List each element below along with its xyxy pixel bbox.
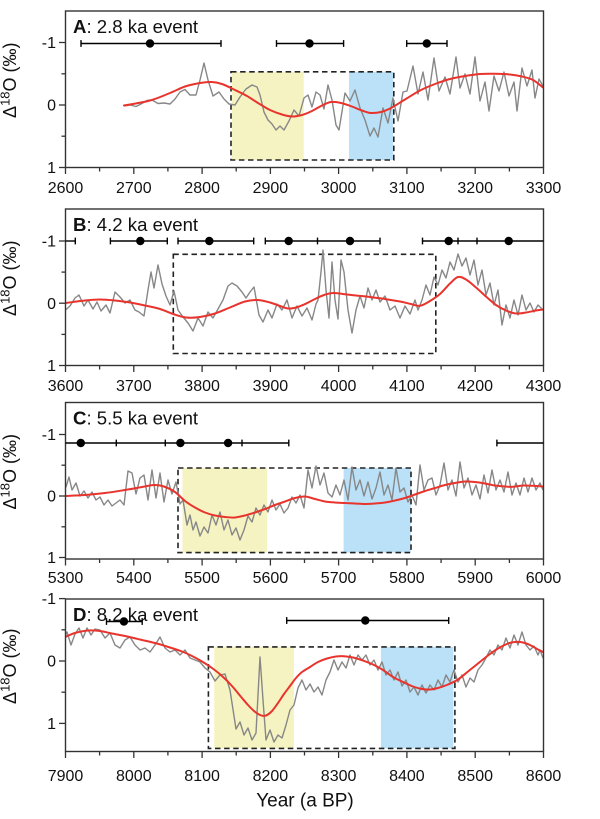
svg-text:3600: 3600 (48, 378, 84, 395)
svg-text:4000: 4000 (321, 378, 357, 395)
svg-text:Δ18O (‰): Δ18O (‰) (0, 434, 20, 510)
svg-text:Δ18O (‰): Δ18O (‰) (0, 240, 20, 316)
svg-text:8000: 8000 (116, 768, 152, 785)
svg-text:6000: 6000 (526, 570, 562, 587)
svg-text:7900: 7900 (48, 768, 84, 785)
svg-text:5800: 5800 (389, 570, 425, 587)
svg-text:8100: 8100 (184, 768, 220, 785)
svg-text:B: 4.2 ka event: B: 4.2 ka event (73, 214, 199, 235)
svg-text:4200: 4200 (457, 378, 493, 395)
svg-text:-1: -1 (42, 427, 56, 444)
svg-text:3000: 3000 (321, 180, 357, 197)
svg-text:3300: 3300 (526, 180, 562, 197)
svg-text:2800: 2800 (184, 180, 220, 197)
svg-text:Δ18O (‰): Δ18O (‰) (0, 628, 20, 704)
svg-text:8300: 8300 (321, 768, 357, 785)
svg-text:1: 1 (47, 358, 56, 375)
svg-text:4300: 4300 (526, 378, 562, 395)
svg-text:Δ18O (‰): Δ18O (‰) (0, 42, 20, 118)
svg-text:5700: 5700 (321, 570, 357, 587)
svg-text:5400: 5400 (116, 570, 152, 587)
svg-text:0: 0 (47, 98, 56, 115)
svg-text:-1: -1 (42, 591, 56, 608)
svg-text:8600: 8600 (526, 768, 562, 785)
svg-text:-1: -1 (42, 35, 56, 52)
svg-text:5500: 5500 (184, 570, 220, 587)
svg-text:8200: 8200 (253, 768, 289, 785)
svg-text:3100: 3100 (389, 180, 425, 197)
svg-text:3800: 3800 (184, 378, 220, 395)
svg-text:D: 8.2 ka event: D: 8.2 ka event (73, 604, 199, 625)
svg-text:1: 1 (47, 550, 56, 567)
svg-text:1: 1 (47, 716, 56, 733)
svg-text:3700: 3700 (116, 378, 152, 395)
svg-text:Year (a BP): Year (a BP) (256, 791, 354, 812)
svg-text:5600: 5600 (253, 570, 289, 587)
svg-text:1: 1 (47, 160, 56, 177)
svg-text:5900: 5900 (457, 570, 493, 587)
svg-text:4100: 4100 (389, 378, 425, 395)
svg-text:A: 2.8 ka event: A: 2.8 ka event (73, 16, 199, 37)
svg-text:8500: 8500 (457, 768, 493, 785)
svg-text:2700: 2700 (116, 180, 152, 197)
svg-text:0: 0 (47, 489, 56, 506)
svg-text:5300: 5300 (48, 570, 84, 587)
svg-text:2600: 2600 (48, 180, 84, 197)
svg-text:-1: -1 (42, 234, 56, 251)
svg-text:3900: 3900 (253, 378, 289, 395)
svg-text:2900: 2900 (253, 180, 289, 197)
svg-text:0: 0 (47, 296, 56, 313)
svg-text:3200: 3200 (457, 180, 493, 197)
svg-text:0: 0 (47, 654, 56, 671)
svg-text:8400: 8400 (389, 768, 425, 785)
svg-text:C: 5.5 ka event: C: 5.5 ka event (73, 408, 199, 429)
